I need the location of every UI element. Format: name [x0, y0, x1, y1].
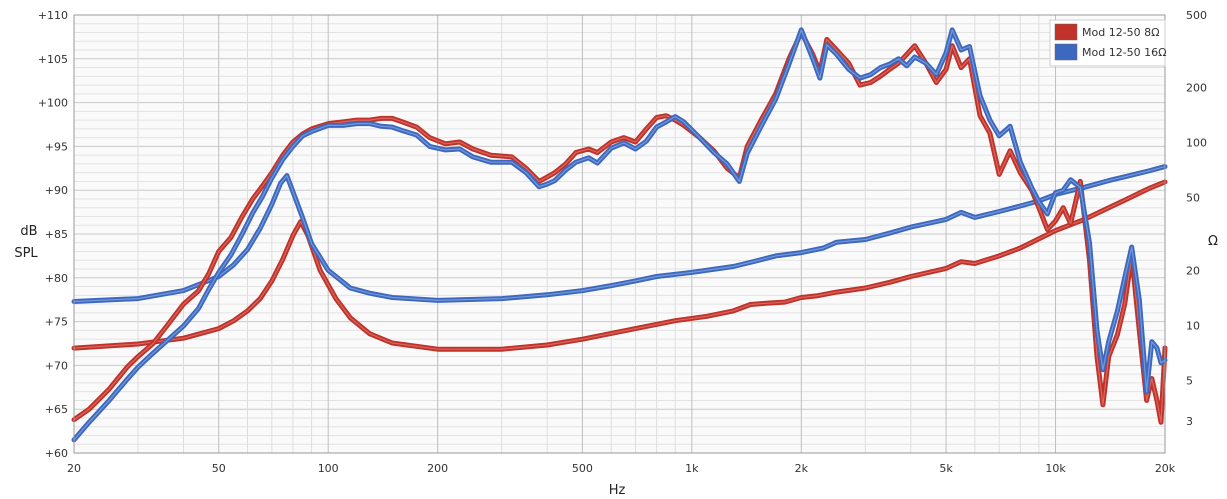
y-tick-label: +75: [45, 316, 68, 329]
legend: Mod 12-50 8Ω Mod 12-50 16Ω: [1049, 19, 1167, 67]
y-axis-ticks: +60 +65 +70 +75 +80 +85 +90 +95 +100 +105 +110: [38, 9, 68, 460]
y2-tick-label: 100: [1186, 137, 1207, 150]
y-tick-label: +65: [45, 403, 68, 416]
y-tick-label: +60: [45, 447, 68, 460]
y2-tick-label: 5: [1186, 374, 1193, 387]
x-tick-label: 20k: [1155, 462, 1176, 475]
y2-axis-ticks: 3 5 10 20 50 100 200 500: [1186, 9, 1207, 428]
x-tick-label: 10k: [1045, 462, 1066, 475]
x-axis-label: Hz: [609, 483, 626, 498]
y-tick-label: +85: [45, 228, 68, 241]
y-axis-label-spl: SPL: [14, 246, 38, 261]
x-tick-label: 200: [427, 462, 448, 475]
y2-tick-label: 200: [1186, 82, 1207, 95]
y-tick-label: +95: [45, 140, 68, 153]
legend-swatch: [1054, 23, 1078, 41]
series-line-highlight-impedance-8ohm: [73, 181, 1166, 350]
series-lines: [71, 27, 1168, 443]
series-line-highlight-impedance-16ohm: [73, 166, 1166, 303]
legend-swatch: [1054, 43, 1078, 61]
y2-axis-label: Ω: [1208, 234, 1218, 249]
x-tick-label: 1k: [685, 462, 699, 475]
y2-tick-label: 3: [1186, 415, 1193, 428]
y-tick-label: +90: [45, 184, 68, 197]
y-tick-label: +70: [45, 359, 68, 372]
x-tick-label: 100: [318, 462, 339, 475]
x-tick-label: 50: [212, 462, 226, 475]
x-tick-label: 500: [572, 462, 593, 475]
x-axis-ticks: 20 50 100 200 500 1k 2k 5k 10k 20k: [67, 462, 1176, 475]
grid: [73, 14, 1166, 454]
y-axis-label-db: dB: [20, 224, 37, 239]
x-tick-label: 5k: [939, 462, 953, 475]
y-tick-label: +100: [38, 97, 68, 110]
y2-tick-label: 10: [1186, 319, 1200, 332]
legend-label: Mod 12-50 8Ω: [1082, 26, 1160, 39]
x-tick-label: 2k: [795, 462, 809, 475]
series-line-highlight-spl-16ohm: [73, 29, 1166, 441]
y2-tick-label: 50: [1186, 192, 1200, 205]
y-tick-label: +110: [38, 9, 68, 22]
plot-frame: [73, 14, 1166, 454]
x-tick-label: 20: [67, 462, 81, 475]
y-tick-label: +80: [45, 272, 68, 285]
legend-label: Mod 12-50 16Ω: [1082, 46, 1167, 59]
y2-tick-label: 20: [1186, 264, 1200, 277]
y2-tick-label: 500: [1186, 9, 1207, 22]
y-tick-label: +105: [38, 53, 68, 66]
